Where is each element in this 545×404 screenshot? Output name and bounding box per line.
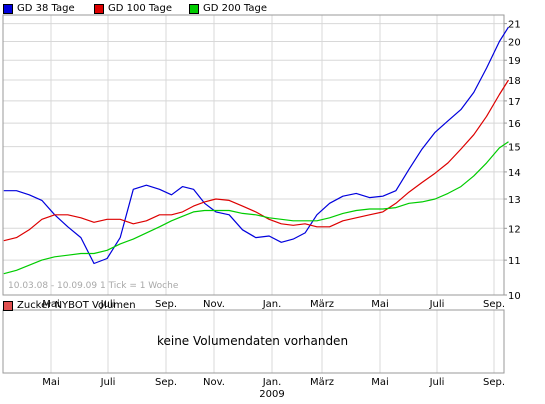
y-tick-label: 19 [508, 56, 521, 67]
volume-legend-swatch [3, 300, 13, 311]
x-tick-label: Juli [100, 299, 116, 310]
y-tick-label: 10 [508, 291, 521, 302]
series-line-gd-100-tage [3, 79, 510, 242]
price-panel-frame [2, 14, 505, 296]
volume-x-tick-label: Mai [42, 377, 60, 388]
x-tick-label: Jan. [262, 299, 282, 310]
grid [3, 15, 504, 373]
x-tick-label: Juli [429, 299, 445, 310]
y-tick-label: 21 [508, 20, 521, 31]
x-year-label: 2009 [259, 389, 284, 400]
volume-x-tick-label: Juli [100, 377, 116, 388]
y-tick-label: 15 [508, 143, 521, 154]
x-tick-label: Nov. [203, 299, 225, 310]
legend-item: GD 100 Tage [94, 3, 172, 14]
legend-label: GD 100 Tage [108, 3, 172, 14]
volume-empty-message: keine Volumendaten vorhanden [156, 334, 349, 348]
range-note: 10.03.08 - 10.09.09 1 Tick = 1 Woche [8, 281, 179, 291]
y-tick-label: 13 [508, 195, 521, 206]
y-tick-label: 20 [508, 37, 521, 48]
volume-x-tick-label: Jan. [262, 377, 282, 388]
legend-label: GD 200 Tage [203, 3, 267, 14]
legend-swatch [3, 3, 13, 14]
series-line-gd-200-tage [3, 141, 509, 275]
x-axis-ticks: MaiMaiJuliJuliSep.Sep.Nov.Nov.Jan.Jan.20… [42, 299, 505, 400]
y-tick-label: 12 [508, 224, 521, 235]
x-tick-label: Mai [371, 299, 389, 310]
legend-swatch [189, 3, 199, 14]
series-lines [3, 26, 510, 275]
x-tick-label: Mai [42, 299, 60, 310]
legend-swatch [94, 3, 104, 14]
legend-label: GD 38 Tage [17, 3, 75, 14]
volume-x-tick-label: Juli [429, 377, 445, 388]
x-tick-label: März [310, 299, 334, 310]
y-tick-label: 18 [508, 76, 521, 87]
volume-legend-label: Zucker NYBOT Volumen [17, 300, 136, 311]
legend-item: GD 200 Tage [189, 3, 267, 14]
volume-x-tick-label: Mai [371, 377, 389, 388]
volume-x-tick-label: Nov. [203, 377, 225, 388]
volume-panel-frame [2, 309, 505, 374]
y-tick-label: 16 [508, 119, 521, 130]
volume-x-tick-label: Sep. [155, 377, 177, 388]
y-tick-label: 14 [508, 168, 521, 179]
y-tick-label: 17 [508, 97, 521, 108]
volume-legend: Zucker NYBOT Volumen [3, 300, 136, 311]
volume-x-tick-label: März [310, 377, 334, 388]
x-tick-label: Sep. [483, 299, 505, 310]
x-tick-label: Sep. [155, 299, 177, 310]
panel-frames [2, 14, 507, 374]
volume-x-tick-label: Sep. [483, 377, 505, 388]
y-axis-ticks: 10 11 12 13 14 15 16 17 18 19 20 21 [508, 20, 521, 302]
legend-item: GD 38 Tage [3, 3, 75, 14]
y-tick-label: 11 [508, 256, 521, 267]
series-line-gd-38-tage [3, 26, 510, 265]
